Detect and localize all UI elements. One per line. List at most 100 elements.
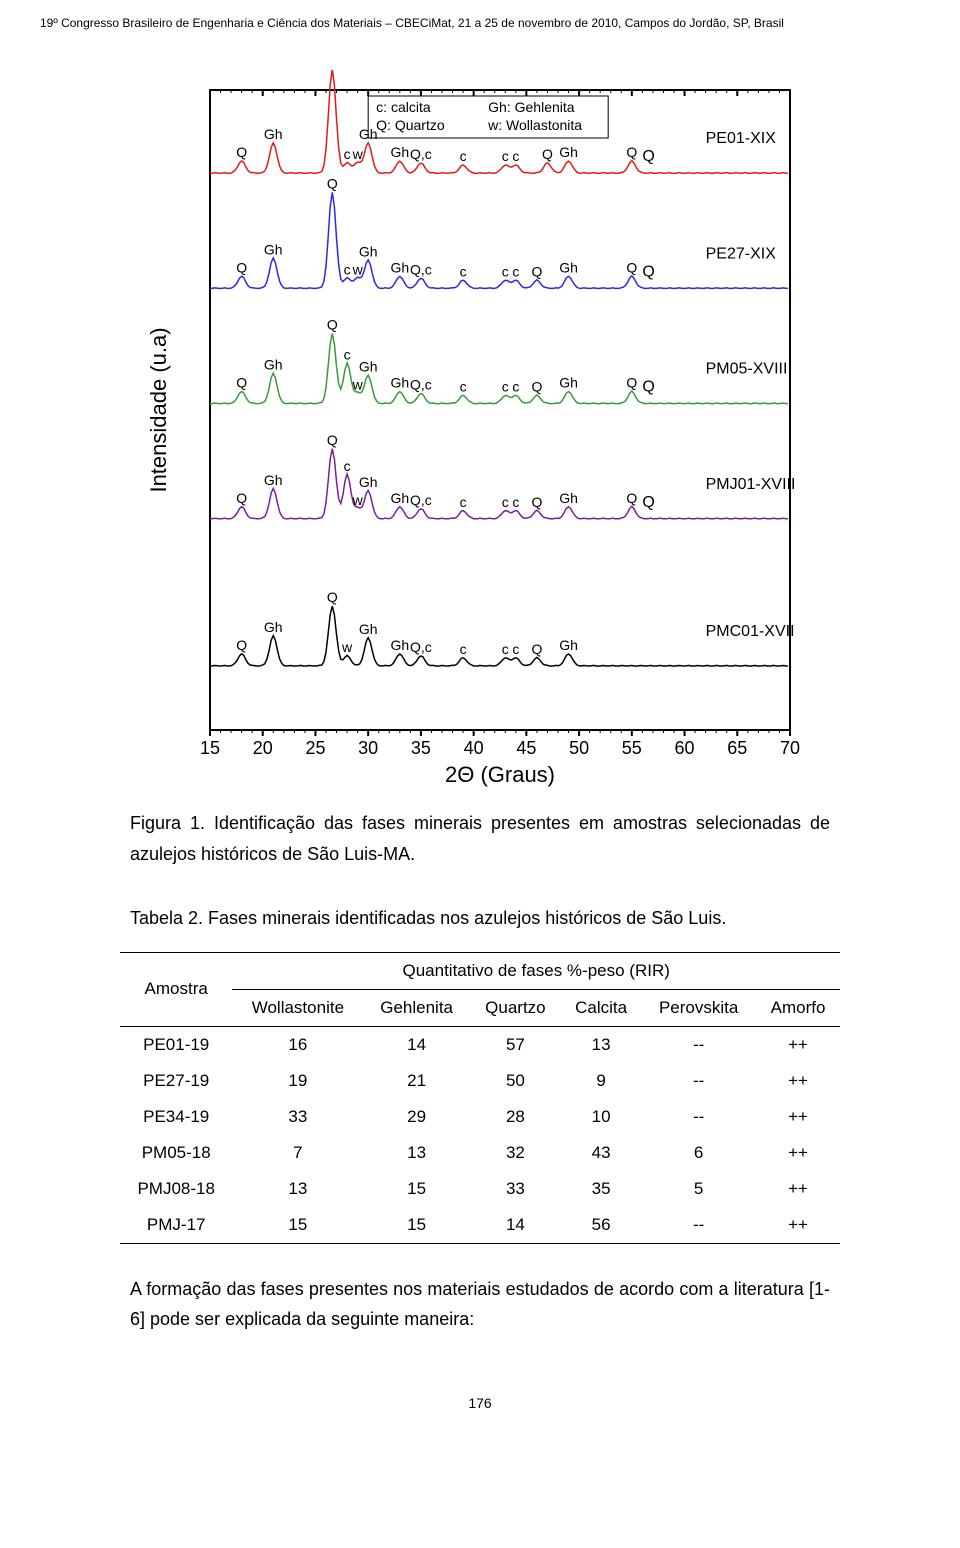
svg-text:Gh: Gehlenita: Gh: Gehlenita xyxy=(488,99,575,115)
svg-text:c: c xyxy=(460,494,467,510)
svg-text:Gh: Gh xyxy=(359,359,378,375)
cell-value: 14 xyxy=(470,1207,561,1244)
table-2-caption: Tabela 2. Fases minerais identificadas n… xyxy=(130,903,830,934)
svg-text:70: 70 xyxy=(780,738,800,758)
svg-text:Q: Q xyxy=(531,379,542,395)
table-row: PM05-1871332436++ xyxy=(120,1135,840,1171)
cell-value: 33 xyxy=(232,1099,363,1135)
cell-value: 32 xyxy=(470,1135,561,1171)
figure-1-caption: Figura 1. Identificação das fases minera… xyxy=(130,808,830,869)
table-row: PMJ08-18131533355++ xyxy=(120,1171,840,1207)
cell-value: ++ xyxy=(756,1171,840,1207)
svg-text:Q,c: Q,c xyxy=(410,377,432,393)
svg-text:Q: Q xyxy=(626,375,637,391)
col-sample: Amostra xyxy=(120,952,232,1026)
svg-text:Q: Q xyxy=(642,379,654,396)
svg-text:c: c xyxy=(344,347,351,363)
svg-text:c: c xyxy=(344,146,351,162)
svg-text:Q: Q xyxy=(542,146,553,162)
svg-text:Q: Q xyxy=(642,263,654,280)
svg-text:Q: Q xyxy=(236,490,247,506)
cell-value: 9 xyxy=(561,1063,641,1099)
svg-text:PM05-XVIII: PM05-XVIII xyxy=(706,361,788,378)
svg-text:Gh: Gh xyxy=(559,144,578,160)
cell-value: 13 xyxy=(561,1026,641,1063)
cell-value: 15 xyxy=(232,1207,363,1244)
svg-text:Q,c: Q,c xyxy=(410,261,432,277)
table-row: PE34-1933292810--++ xyxy=(120,1099,840,1135)
xrd-chart-svg: 1520253035404550556065702Θ (Graus)Intens… xyxy=(130,70,830,790)
svg-text:Gh: Gh xyxy=(390,144,409,160)
svg-text:Gh: Gh xyxy=(359,126,378,142)
svg-text:Q: Q xyxy=(531,494,542,510)
svg-text:PMJ01-XVIII: PMJ01-XVIII xyxy=(706,476,796,493)
svg-text:Q: Q xyxy=(327,432,338,448)
cell-value: 21 xyxy=(363,1063,469,1099)
cell-value: 6 xyxy=(641,1135,756,1171)
cell-value: 10 xyxy=(561,1099,641,1135)
cell-sample: PMJ-17 xyxy=(120,1207,232,1244)
svg-text:c: c xyxy=(460,379,467,395)
svg-text:Gh: Gh xyxy=(559,259,578,275)
cell-value: 29 xyxy=(363,1099,469,1135)
svg-text:Q: Q xyxy=(626,259,637,275)
cell-value: 35 xyxy=(561,1171,641,1207)
svg-text:Q: Q xyxy=(642,494,654,511)
svg-text:25: 25 xyxy=(305,738,325,758)
figure-caption-rest: Identificação das fases minerais present… xyxy=(130,813,830,864)
cell-value: 15 xyxy=(363,1207,469,1244)
svg-text:Gh: Gh xyxy=(390,375,409,391)
svg-text:c: c xyxy=(502,148,509,164)
page-number: 176 xyxy=(0,1395,960,1411)
cell-value: ++ xyxy=(756,1026,840,1063)
svg-text:Gh: Gh xyxy=(264,472,283,488)
table-col-header: Wollastonite xyxy=(232,989,363,1026)
table-col-header: Calcita xyxy=(561,989,641,1026)
table-row: PMJ-1715151456--++ xyxy=(120,1207,840,1244)
svg-text:c: c xyxy=(460,641,467,657)
cell-value: 5 xyxy=(641,1171,756,1207)
svg-text:15: 15 xyxy=(200,738,220,758)
svg-text:c: c xyxy=(502,494,509,510)
svg-text:c: c xyxy=(502,379,509,395)
table-col-header: Quartzo xyxy=(470,989,561,1026)
cell-value: ++ xyxy=(756,1135,840,1171)
svg-text:w: w xyxy=(352,492,364,508)
svg-text:Q,c: Q,c xyxy=(410,492,432,508)
svg-text:Intensidade (u.a): Intensidade (u.a) xyxy=(146,327,171,492)
svg-text:Q: Q xyxy=(626,144,637,160)
table-col-header: Amorfo xyxy=(756,989,840,1026)
cell-value: ++ xyxy=(756,1099,840,1135)
svg-text:c: c xyxy=(344,458,351,474)
svg-text:20: 20 xyxy=(253,738,273,758)
table-row: PE01-1916145713--++ xyxy=(120,1026,840,1063)
svg-text:Q,c: Q,c xyxy=(410,146,432,162)
svg-text:Gh: Gh xyxy=(559,637,578,653)
svg-text:Q: Q xyxy=(626,490,637,506)
cell-value: -- xyxy=(641,1026,756,1063)
svg-text:w: w xyxy=(352,377,364,393)
svg-text:40: 40 xyxy=(464,738,484,758)
svg-text:2Θ (Graus): 2Θ (Graus) xyxy=(445,762,555,787)
svg-text:65: 65 xyxy=(727,738,747,758)
cell-value: ++ xyxy=(756,1063,840,1099)
svg-text:Gh: Gh xyxy=(264,126,283,142)
svg-text:Gh: Gh xyxy=(390,259,409,275)
svg-text:Q: Q xyxy=(236,259,247,275)
svg-text:60: 60 xyxy=(675,738,695,758)
svg-text:Gh: Gh xyxy=(264,619,283,635)
svg-text:Gh: Gh xyxy=(264,241,283,257)
svg-text:Gh: Gh xyxy=(264,357,283,373)
svg-text:50: 50 xyxy=(569,738,589,758)
svg-text:PE01-XIX: PE01-XIX xyxy=(706,130,777,147)
cell-value: 57 xyxy=(470,1026,561,1063)
svg-text:c: c xyxy=(512,641,519,657)
table-row: PE27-191921509--++ xyxy=(120,1063,840,1099)
svg-text:Q: Q xyxy=(327,589,338,605)
figure-caption-lead: Figura 1. xyxy=(130,813,205,833)
cell-value: 19 xyxy=(232,1063,363,1099)
cell-value: 28 xyxy=(470,1099,561,1135)
svg-text:c: c xyxy=(512,379,519,395)
svg-text:Gh: Gh xyxy=(559,375,578,391)
cell-value: 56 xyxy=(561,1207,641,1244)
